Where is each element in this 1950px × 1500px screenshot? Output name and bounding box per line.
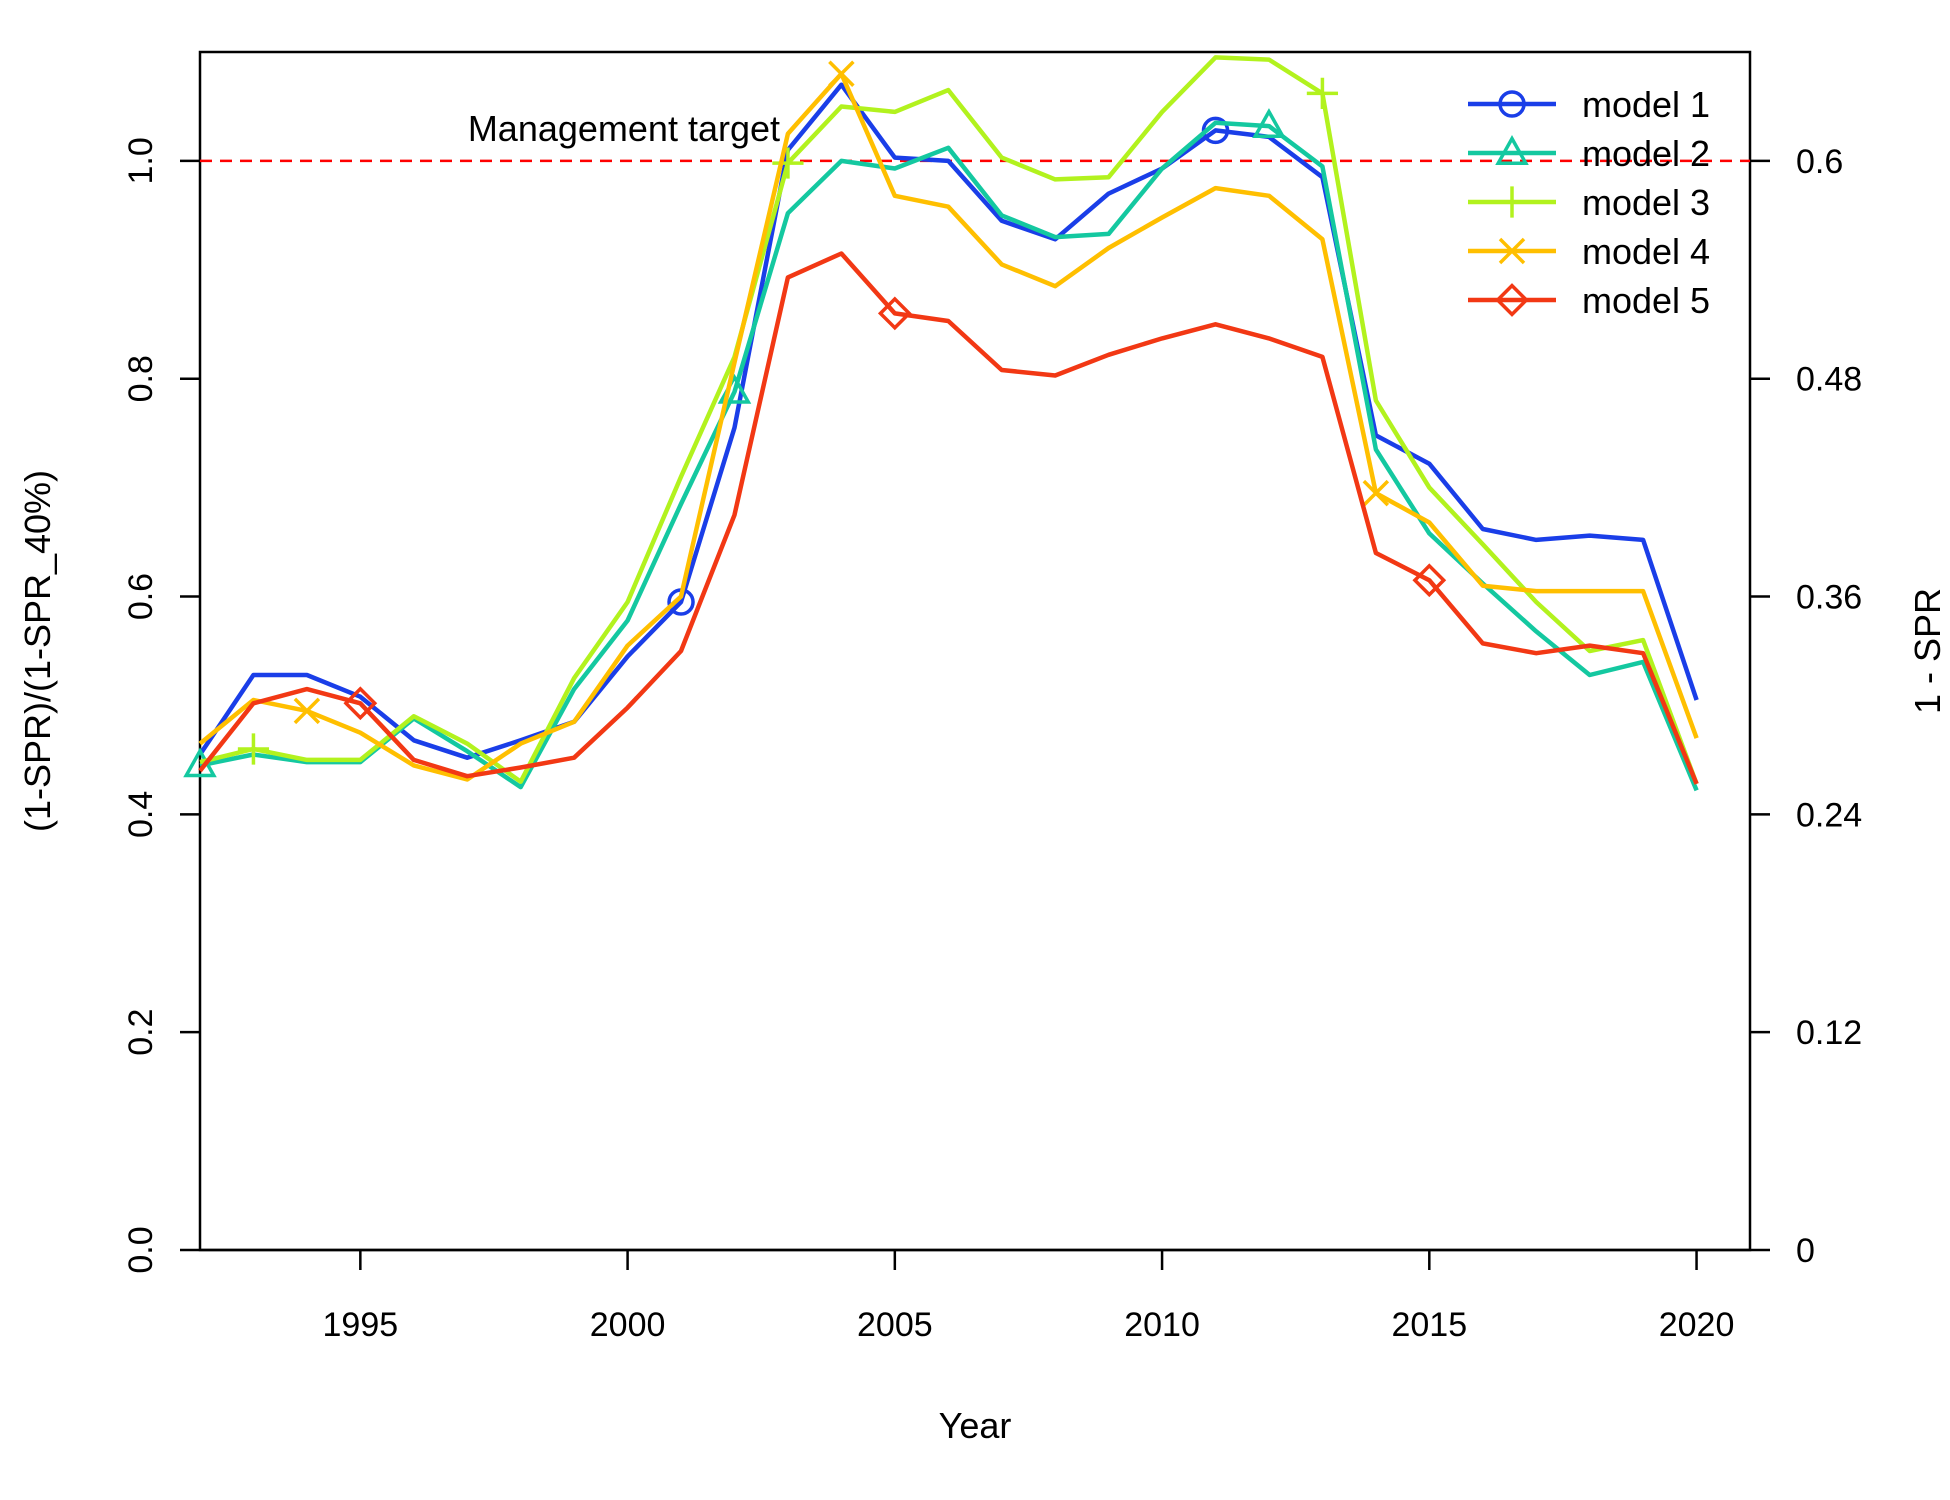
- y-right-tick-label: 0.48: [1796, 361, 1862, 399]
- legend-item: model 2: [1468, 133, 1710, 174]
- data-point-marker: [293, 697, 321, 725]
- y-tick-label: 0.2: [122, 1009, 160, 1056]
- x-tick-label: 1995: [323, 1306, 399, 1344]
- legend-marker: [1495, 283, 1529, 317]
- data-point-marker: [343, 686, 378, 721]
- y-right-tick-label: 0: [1796, 1232, 1815, 1270]
- y-axis-title: (1-SPR)/(1-SPR_40%): [17, 470, 58, 832]
- y-axis-left: 0.0 0.2 0.4 0.6 0.8 1.0: [122, 137, 200, 1274]
- legend-label: model 4: [1582, 231, 1710, 272]
- x-tick-label: 2015: [1391, 1306, 1467, 1344]
- legend-label: model 5: [1582, 280, 1710, 321]
- series-line: [198, 71, 1699, 782]
- series-model-3: [199, 55, 1699, 785]
- y-axis-right-title: 1 - SPR: [1907, 588, 1948, 714]
- y-right-tick-label: 0.12: [1796, 1014, 1862, 1052]
- legend-marker: [1498, 237, 1526, 265]
- x-tick-label: 2005: [857, 1306, 933, 1344]
- legend-item: model 3: [1468, 182, 1710, 223]
- legend-marker: [1498, 90, 1526, 118]
- series-model-1: [198, 82, 1699, 760]
- legend-marker: [1496, 186, 1528, 218]
- x-axis: 1995 2000 2005 2010 2015 2020: [200, 1248, 1750, 1344]
- data-point-marker: [772, 147, 804, 179]
- management-target-label: Management target: [468, 108, 780, 149]
- legend-item: model 1: [1468, 84, 1710, 125]
- data-point-marker: [1362, 479, 1390, 507]
- series-model-5: [198, 251, 1699, 785]
- series-line: [198, 251, 1699, 785]
- legend-label: model 2: [1582, 133, 1710, 174]
- x-axis-title: Year: [939, 1405, 1012, 1446]
- series-line: [198, 82, 1699, 760]
- y-tick-label: 0.8: [122, 355, 160, 402]
- legend-marker: [1495, 135, 1529, 165]
- data-point-marker: [1412, 563, 1447, 598]
- data-point-marker: [828, 60, 855, 88]
- data-point-marker: [237, 733, 270, 765]
- series-model-4: [198, 60, 1699, 782]
- y-tick-label: 1.0: [122, 137, 160, 184]
- x-tick-label: 2000: [590, 1306, 666, 1344]
- series-layer: [183, 55, 1699, 792]
- data-point-marker: [1306, 77, 1339, 109]
- data-point-marker: [1252, 108, 1286, 139]
- legend-item: model 5: [1468, 280, 1710, 321]
- x-tick-label: 2010: [1124, 1306, 1200, 1344]
- legend: model 1 model 2 model 3 model 4 model 5: [1468, 84, 1710, 321]
- series-model-2: [183, 108, 1699, 792]
- y-tick-label: 0.0: [122, 1226, 160, 1273]
- data-point-marker: [877, 296, 912, 331]
- legend-label: model 1: [1582, 84, 1710, 125]
- y-right-tick-label: 0.24: [1796, 796, 1862, 834]
- y-tick-label: 0.6: [122, 573, 160, 620]
- series-line: [199, 120, 1699, 792]
- x-tick-label: 2020: [1659, 1306, 1735, 1344]
- y-axis-right: 0 0.12 0.24 0.36 0.48 0.6: [1750, 143, 1862, 1270]
- y-right-tick-label: 0.36: [1796, 579, 1862, 617]
- y-tick-label: 0.4: [122, 791, 160, 838]
- y-right-tick-label: 0.6: [1796, 143, 1843, 181]
- legend-item: model 4: [1468, 231, 1710, 272]
- series-line: [199, 55, 1699, 785]
- legend-label: model 3: [1582, 182, 1710, 223]
